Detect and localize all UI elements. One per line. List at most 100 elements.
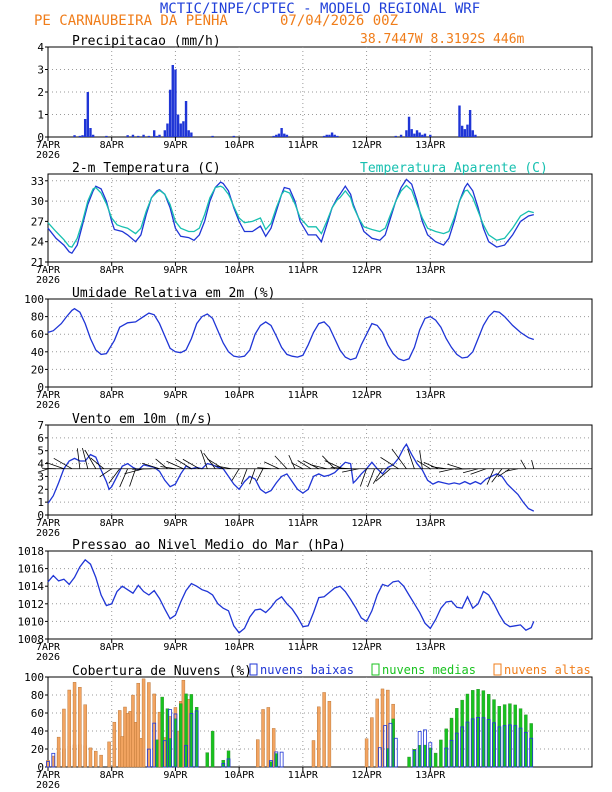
panel-clouds: 7APR 8APR 9APR 10APR 11APR 12APR 13APR 2026 0 20 4… [24,663,593,791]
panel-temp: 7APR 8APR 9APR 10APR 11APR 12APR 13APR 2026 21 24… [31,161,593,286]
y-tick-label: 0 [37,131,44,144]
y-tick-label: 21 [31,256,44,269]
cloud-bar-ocloud [322,692,326,768]
cloud-bar-green [184,693,188,768]
precip-bar [336,135,339,137]
precip-bar [179,123,182,137]
precip-bar [458,105,461,137]
cloud-bar-ocloud [120,736,125,768]
series-line-blue [47,307,535,362]
x-tick-label: 12APR [352,642,383,653]
y-tick-label: 7 [37,419,44,432]
panel-pres: 7APR 8APR 9APR 10APR 11APR 12APR 13APR 2026 1008… [18,538,593,663]
cloud-bar-blue [221,763,226,768]
x-tick-label: 12APR [352,770,383,781]
cloud-bar-ocloud [72,682,77,768]
x-tick-label: 11APR [288,390,319,401]
cloud-bar-green [423,744,427,768]
wind-vector [231,468,240,481]
precip-bar [421,134,424,137]
cloud-bar-ocloud [147,682,151,768]
wind-vector [438,468,455,473]
x-tick-label: 7APR [36,390,61,401]
cloud-bar-ocloud [112,721,117,768]
cloud-bar-green [439,739,443,768]
wind-vector [391,448,407,469]
y-tick-label: 2 [37,86,44,99]
cloud-bar-green [417,745,422,768]
precip-bar [211,135,214,137]
cloud-bar-green [179,703,183,768]
precip-bar [142,134,145,137]
cloud-bar-blue [502,725,507,768]
x-tick-label: 10APR [224,265,255,276]
cloud-bar-blue [184,745,188,768]
x-tick-label: 9APR [163,642,188,653]
legend-apparent-temp: Temperatura Aparente (C) [360,161,548,176]
cloud-bar-ocloud [78,687,82,768]
cloud-bar-blue [454,732,459,768]
cloud-bar-blue [417,731,422,768]
legend-swatch [249,663,258,676]
wind-vector [380,457,399,470]
precip-bar [152,130,156,137]
panel-precip: 7APR 8APR 9APR 10APR 11APR 12APR 13APR 2026 0 1 2 3… [36,34,593,161]
y-tick-label: 80 [31,311,44,324]
wind-vector [129,468,136,487]
precip-bar [73,135,76,137]
wind-vector [37,468,49,473]
cloud-bar-green [407,756,411,768]
y-tick-label: 0 [37,509,44,522]
cloud-bar-ocloud [261,709,265,768]
precip-bar [399,134,403,137]
y-tick-label: 5 [37,445,44,458]
x-tick-label: 9APR [163,140,188,151]
cloud-bar-green [513,704,517,768]
cloud-bar-green [492,699,496,768]
wind-vector [372,468,383,484]
wind-vector [182,458,200,470]
wind-vector [447,463,463,470]
cloud-bar-green [428,747,432,768]
cloud-bar-green [502,704,507,768]
x-tick-label: 7APR [36,642,61,653]
series-line-cyan [47,184,534,248]
panel-title: Umidade Relativa em 2m (%) [72,286,276,301]
panel-title: Pressao ao Nivel Medio do Mar (hPa) [72,538,346,553]
y-tick-label: 80 [31,689,44,702]
y-tick-label: 20 [31,363,44,376]
cloud-bar-green [194,707,199,768]
cloud-bar-blue [146,748,151,768]
precip-bar [184,101,188,137]
wind-vector [240,468,248,485]
panel-title: Vento em 10m (m/s) [72,412,213,427]
cloud-bar-blue [168,709,173,768]
wind-vector [46,462,65,470]
precip-bar [105,135,108,137]
cloud-bar-ocloud [125,713,130,768]
precip-bar [158,134,161,137]
wind-vector [108,468,120,484]
x-tick-label: 7APR [36,140,61,151]
cloud-bar-green [460,699,464,768]
wind-vector [297,460,312,470]
precip-bar [423,133,427,137]
precip-bar [413,133,416,137]
wind-vector [249,468,256,485]
precip-bar [89,128,92,137]
y-tick-label: 1 [37,496,44,509]
plot-frame [47,173,593,263]
wind-vector [310,464,327,470]
cloud-bar-green [433,752,438,768]
cloud-bar-blue [492,722,496,768]
cloud-bar-green [189,694,194,768]
wind-vector [359,468,367,487]
cloud-bar-green [497,706,502,768]
cloud-bar-blue [412,749,417,768]
y-tick-label: 33 [31,175,44,188]
wind-vector [142,462,160,470]
precip-bar [176,114,180,137]
cloud-bar-blue [513,725,518,768]
cloud-bar-ocloud [317,706,321,768]
x-tick-label: 11APR [288,642,319,653]
